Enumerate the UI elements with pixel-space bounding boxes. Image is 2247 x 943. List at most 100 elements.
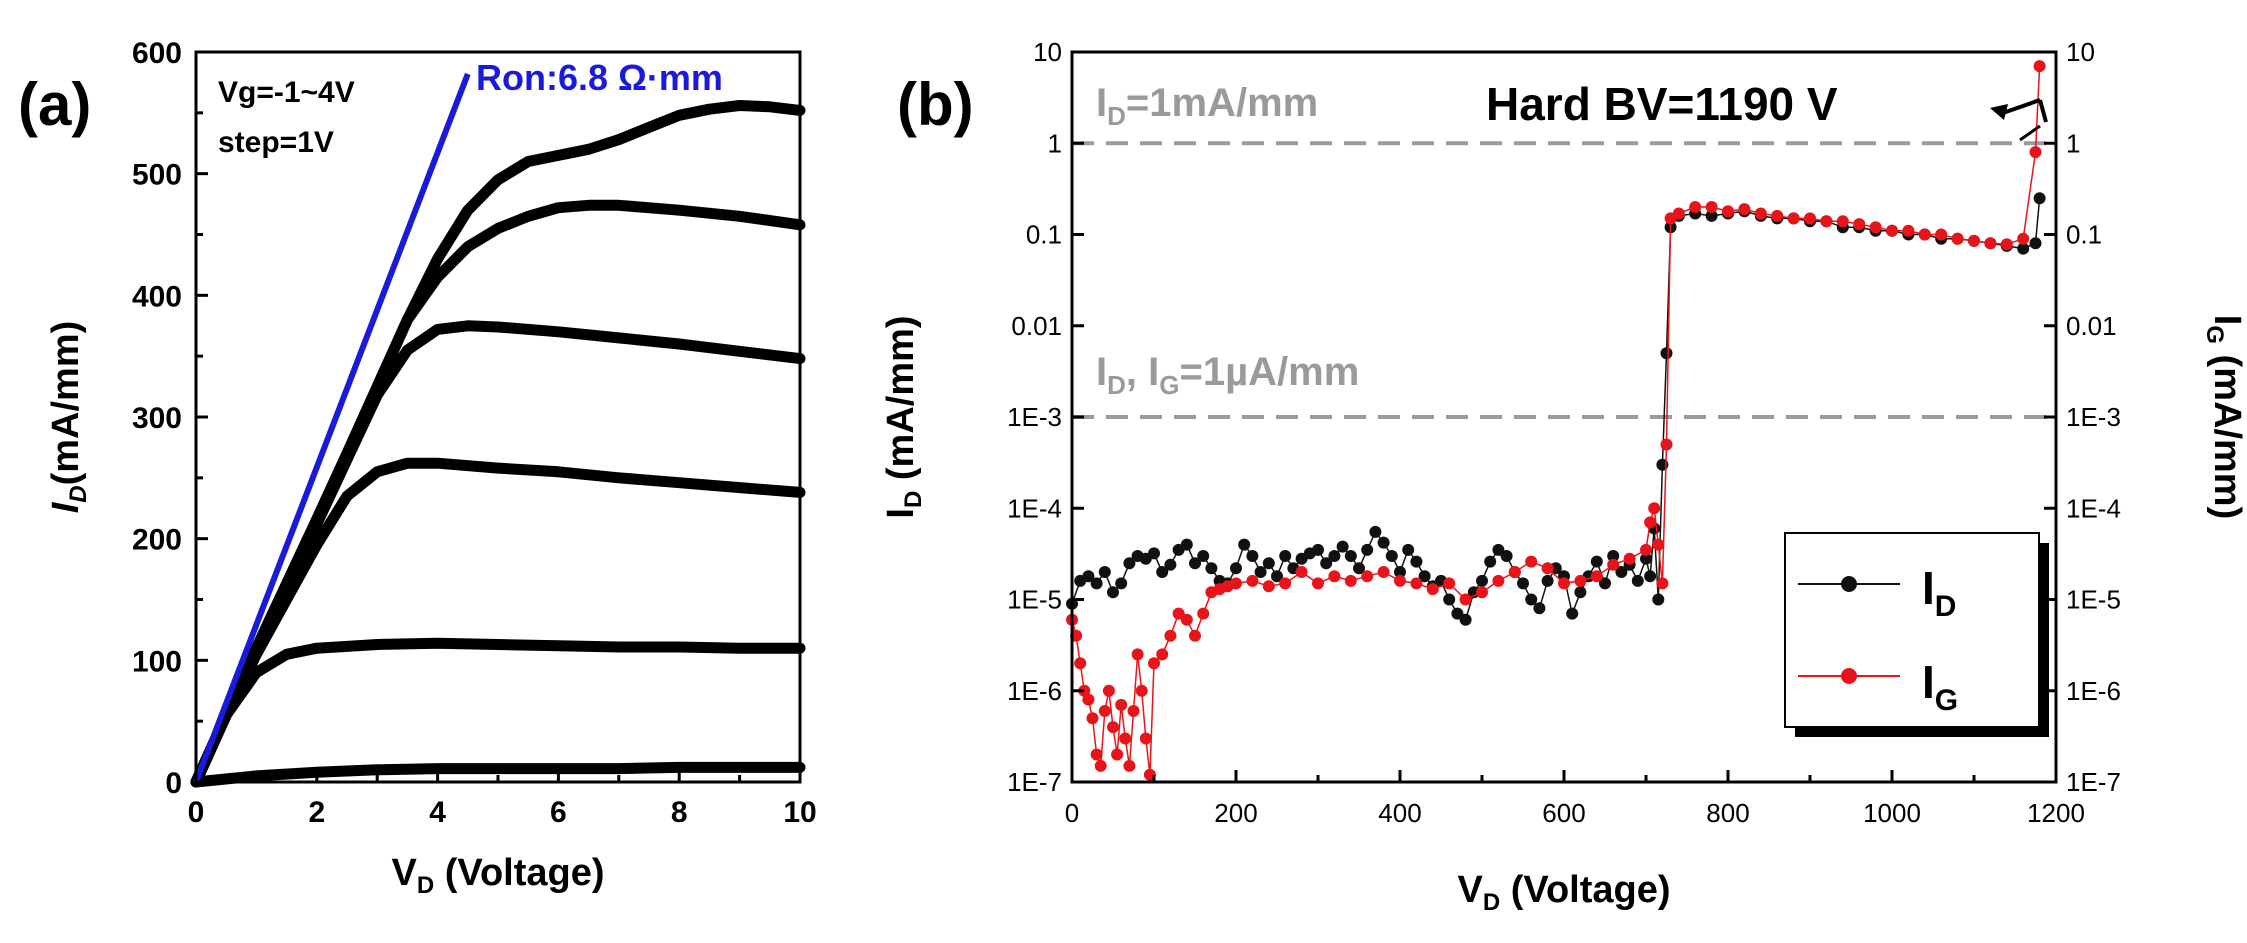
panel-a-y-label-main: I bbox=[45, 501, 87, 513]
b-y-tick-label-right: 1E-7 bbox=[2066, 767, 2121, 797]
a-y-tick-label: 500 bbox=[132, 159, 182, 192]
panel-b-right-y-sub: G bbox=[2201, 325, 2228, 344]
point-I_D bbox=[1644, 570, 1657, 583]
a-y-tick-label: 100 bbox=[132, 645, 182, 678]
b-y-tick-label-left: 1E-7 bbox=[1007, 767, 1062, 797]
b-y-tick-label-left: 10 bbox=[1033, 37, 1062, 67]
point-I_D bbox=[1590, 555, 1603, 568]
point-I_D bbox=[1262, 557, 1275, 570]
point-I_D bbox=[2029, 237, 2042, 250]
point-I_G bbox=[1689, 201, 1702, 213]
point-I_D bbox=[1164, 558, 1177, 571]
a-x-tick-label: 10 bbox=[783, 796, 816, 829]
point-I_G bbox=[1738, 203, 1751, 216]
point-I_G bbox=[1705, 201, 1718, 213]
legend-id-main: I bbox=[1922, 562, 1935, 614]
point-I_D bbox=[1328, 550, 1341, 562]
point-I_D bbox=[2017, 242, 2030, 255]
hard-bv-annotation: Hard BV=1190 V bbox=[1486, 78, 1838, 130]
point-I_D bbox=[1123, 557, 1136, 570]
point-I_D bbox=[1361, 543, 1374, 556]
point-I_G bbox=[1902, 224, 1915, 237]
id-vd-curve-2 bbox=[190, 637, 806, 788]
point-I_D bbox=[1517, 577, 1529, 590]
point-I_G bbox=[2033, 60, 2046, 73]
point-I_G bbox=[1123, 759, 1136, 772]
ua-mid: , I bbox=[1126, 350, 1159, 394]
point-I_D bbox=[1082, 570, 1095, 583]
point-I_G bbox=[1090, 748, 1103, 761]
point-I_G bbox=[2000, 238, 2013, 251]
point-I_D bbox=[1541, 574, 1554, 587]
panel-a-label: (a) bbox=[18, 71, 91, 138]
point-I_D bbox=[1230, 562, 1242, 575]
point-I_D bbox=[1459, 613, 1472, 626]
b-y-tick-label-left: 1E-4 bbox=[1007, 493, 1062, 523]
legend-id-marker bbox=[1841, 576, 1857, 592]
b-y-tick-label-right: 1E-5 bbox=[2066, 585, 2121, 615]
point-I_G bbox=[1968, 234, 1980, 247]
point-I_D bbox=[1336, 540, 1349, 553]
b-y-tick-label-right: 0.1 bbox=[2066, 220, 2102, 250]
point-I_D bbox=[1410, 555, 1423, 568]
point-I_G bbox=[1410, 577, 1423, 590]
id-vd-curve-3 bbox=[190, 457, 806, 788]
point-I_G bbox=[1754, 207, 1767, 220]
point-I_G bbox=[1115, 698, 1128, 711]
panel-b-series bbox=[1066, 60, 2046, 781]
point-I_D bbox=[1197, 550, 1210, 562]
b-x-tick-label: 200 bbox=[1214, 798, 1257, 828]
point-I_D bbox=[1607, 550, 1620, 562]
b-x-tick-label: 0 bbox=[1065, 798, 1079, 828]
point-I_D bbox=[1205, 562, 1218, 575]
point-I_G bbox=[1590, 570, 1603, 583]
id-1ma-main: I bbox=[1096, 81, 1107, 125]
panel-a-x-label-sub: D bbox=[417, 872, 434, 899]
point-I_G bbox=[1771, 209, 1784, 222]
a-x-tick-label: 2 bbox=[308, 796, 325, 829]
a-y-tick-label: 300 bbox=[132, 402, 182, 435]
legend-id-sub: D bbox=[1935, 590, 1957, 623]
point-I_D bbox=[1115, 577, 1128, 590]
legend: ID IG bbox=[1784, 532, 2049, 737]
point-I_D bbox=[1533, 602, 1546, 615]
a-y-tick-label: 200 bbox=[132, 524, 182, 557]
point-I_G bbox=[1119, 732, 1132, 745]
id-vd-curve-6 bbox=[190, 100, 806, 788]
point-I_G bbox=[1312, 577, 1324, 590]
panel-b-left-y-sub: D bbox=[900, 491, 927, 508]
point-I_D bbox=[1476, 574, 1488, 587]
panel-a-x-axis-label: VD (Voltage) bbox=[392, 852, 605, 899]
panel-b-left-y-axis-label: ID (mA/mm) bbox=[880, 315, 927, 518]
point-I_D bbox=[1566, 607, 1579, 620]
id-vd-curve-5 bbox=[190, 199, 806, 788]
point-I_G bbox=[1377, 566, 1390, 578]
point-I_D bbox=[1156, 566, 1169, 578]
panel-a-plot-frame bbox=[194, 50, 802, 784]
panel-b-right-y-rest: (mA/mm) bbox=[2206, 344, 2247, 519]
b-y-tick-label-right: 1E-3 bbox=[2066, 402, 2121, 432]
panel-b-x-label-sub: D bbox=[1483, 889, 1500, 916]
ua-b-sub: G bbox=[1159, 370, 1179, 400]
point-I_D bbox=[1500, 550, 1513, 562]
point-I_D bbox=[1180, 538, 1193, 551]
point-I_G bbox=[1074, 657, 1087, 670]
ron-fit-line bbox=[193, 72, 471, 784]
point-I_D bbox=[1090, 577, 1103, 590]
point-I_G bbox=[1508, 566, 1521, 578]
point-I_G bbox=[1230, 577, 1242, 590]
b-y-tick-label-left: 1E-6 bbox=[1007, 676, 1062, 706]
a-x-tick-label: 0 bbox=[188, 796, 205, 829]
a-y-tick-label: 600 bbox=[132, 37, 182, 70]
point-I_D bbox=[1652, 593, 1665, 606]
point-I_G bbox=[1189, 629, 1201, 642]
panel-b-x-label-main: V bbox=[1458, 869, 1484, 911]
b-x-tick-label: 1200 bbox=[2027, 798, 2085, 828]
id-vd-curve-1 bbox=[190, 761, 806, 788]
b-y-tick-label-right: 1 bbox=[2066, 128, 2080, 158]
point-I_D bbox=[2033, 192, 2046, 205]
